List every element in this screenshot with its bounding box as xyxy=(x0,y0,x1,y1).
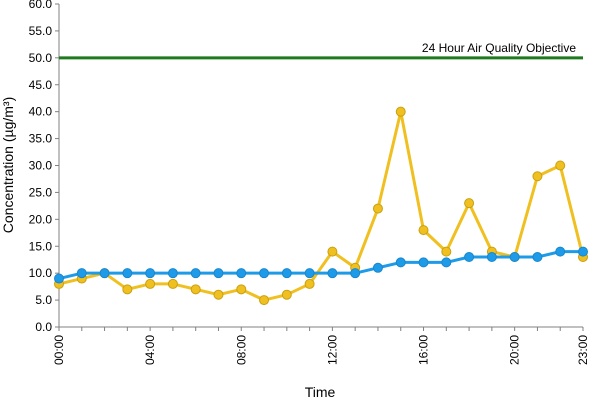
y-tick-label: 40.0 xyxy=(29,105,53,119)
series-1-point xyxy=(304,278,315,289)
series-2-point xyxy=(350,268,361,279)
series-2-point xyxy=(99,268,110,279)
y-tick-label: 5.0 xyxy=(35,293,52,307)
x-tick-label: 23:00 xyxy=(576,335,590,365)
y-tick-label: 0.0 xyxy=(35,320,52,334)
y-tick-label: 20.0 xyxy=(29,212,53,226)
series-2-point xyxy=(464,252,475,263)
y-axis: 0.0 5.0 10.0 15.0 20.0 25.0 30.0 35.0 40.0 45.0 50… xyxy=(29,0,60,334)
series-2-point xyxy=(304,268,315,279)
series-2-point xyxy=(259,268,270,279)
series-2-point xyxy=(236,268,247,279)
x-axis: 00:00 04:00 08:00 12:00 16:00 20:00 23:00 xyxy=(52,326,590,365)
x-tick-label: 16:00 xyxy=(417,335,431,365)
series-1-point xyxy=(441,246,452,257)
series-1-point xyxy=(418,225,429,236)
series-2-point xyxy=(122,268,133,279)
x-axis-title: Time xyxy=(305,384,336,400)
series-2-point xyxy=(76,268,87,279)
series-2-point xyxy=(418,257,429,268)
x-tick-label: 08:00 xyxy=(234,335,248,365)
series-1-point xyxy=(372,203,383,214)
series-2-point xyxy=(281,268,292,279)
series-group xyxy=(54,106,588,306)
series-2-point xyxy=(327,268,338,279)
x-tick-label: 12:00 xyxy=(325,335,339,365)
series-2-point xyxy=(486,252,497,263)
series-2-point xyxy=(372,262,383,273)
series-2-point xyxy=(578,246,588,257)
series-1-point xyxy=(213,289,224,300)
series-2-point xyxy=(532,252,543,263)
series-2-point xyxy=(54,273,64,284)
y-tick-label: 45.0 xyxy=(29,78,53,92)
series-1-point xyxy=(281,289,292,300)
series-2-point xyxy=(145,268,156,279)
objective-label: 24 Hour Air Quality Objective xyxy=(422,41,576,55)
series-1-point xyxy=(327,246,338,257)
series-1-point xyxy=(464,198,475,209)
y-tick-label: 25.0 xyxy=(29,185,53,199)
y-tick-label: 10.0 xyxy=(29,266,53,280)
series-line-2 xyxy=(58,250,583,281)
reference-line-group: 24 Hour Air Quality Objective xyxy=(59,41,583,60)
series-1-point xyxy=(395,106,406,117)
x-tick-label: 20:00 xyxy=(508,335,522,365)
series-1-point xyxy=(167,278,178,289)
series-1-point xyxy=(236,284,247,295)
y-tick-label: 55.0 xyxy=(29,24,53,38)
series-1-point xyxy=(190,284,201,295)
series-1-point xyxy=(259,295,270,306)
y-tick-label: 15.0 xyxy=(29,239,53,253)
series-2-point xyxy=(441,257,452,268)
series-2-point xyxy=(509,252,520,263)
series-2-point xyxy=(190,268,201,279)
x-tick-label: 04:00 xyxy=(143,335,157,365)
series-2-point xyxy=(213,268,224,279)
series-1-point xyxy=(532,171,543,182)
series-1-point xyxy=(145,278,156,289)
y-tick-label: 50.0 xyxy=(29,51,53,65)
x-tick-label: 00:00 xyxy=(52,335,66,365)
series-1-point xyxy=(122,284,133,295)
series-2-point xyxy=(395,257,406,268)
y-tick-label: 60.0 xyxy=(29,0,53,11)
series-2-point xyxy=(167,268,178,279)
y-tick-label: 30.0 xyxy=(29,159,53,173)
series-1-point xyxy=(555,160,566,171)
y-axis-title: Concentration (µg/m³) xyxy=(0,97,16,233)
series-2-point xyxy=(555,246,566,257)
y-tick-label: 35.0 xyxy=(29,132,53,146)
